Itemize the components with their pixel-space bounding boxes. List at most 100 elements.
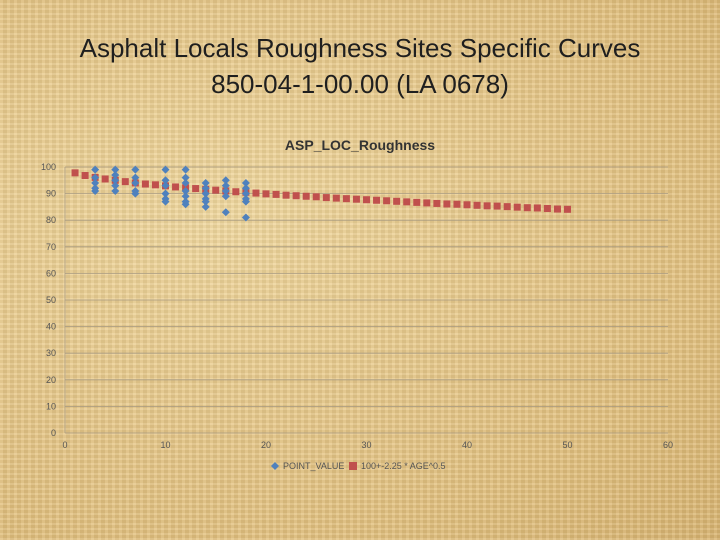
x-tick-label: 0 [62,440,67,450]
curve-point [282,191,290,199]
curve-point [564,205,571,213]
data-point [241,178,250,187]
y-tick-label: 20 [46,375,56,385]
data-point [181,192,190,201]
curve-point [322,194,330,202]
curve-point [463,201,471,209]
legend-marker-point-value [271,462,279,470]
curve-point [262,190,270,198]
curve-point [403,198,411,206]
curve-point [373,196,381,204]
x-tick-label: 30 [361,440,371,450]
data-point [201,184,210,193]
data-point [181,165,190,174]
curve-point [151,181,159,189]
y-tick-label: 0 [51,428,56,438]
data-point [221,176,230,185]
data-point [221,208,230,217]
data-point [161,189,170,198]
data-point [221,192,230,201]
curve-point [212,186,220,194]
data-point [131,178,140,187]
curve-point [543,204,551,212]
x-tick-label: 40 [462,440,472,450]
data-point [91,178,100,187]
curve-point [332,194,340,202]
chart-title: ASP_LOC_Roughness [285,137,435,153]
curve-point [513,203,521,211]
y-tick-label: 60 [46,268,56,278]
curve-point [232,188,240,196]
data-point [161,176,170,185]
curve-point [272,190,280,198]
chart-gridlines [64,166,668,434]
data-point [161,181,170,190]
curve-point [383,197,391,205]
y-tick-label: 80 [46,215,56,225]
legend-marker-curve [349,462,357,470]
curve-point [101,175,109,183]
data-point [111,176,120,185]
data-point [221,186,230,195]
curve-point [352,195,360,203]
data-point [221,181,230,190]
curve-point [312,193,320,201]
data-point [241,184,250,193]
point-value-series [91,165,250,222]
data-point [241,197,250,206]
curve-point [533,204,541,212]
data-point [201,178,210,187]
data-point [201,189,210,198]
data-point [111,165,120,174]
data-point [181,178,190,187]
curve-point [363,196,370,204]
curve-point [433,199,441,207]
curve-point [483,202,491,210]
data-point [131,165,140,174]
curve-point [302,192,310,200]
chart-legend: POINT_VALUE 100+-2.25 * AGE^0.5 [271,461,446,471]
curve-point [342,195,350,203]
curve-point [252,189,260,197]
data-point [161,197,170,206]
curve-point [292,192,300,200]
legend-label-curve: 100+-2.25 * AGE^0.5 [361,461,446,471]
curve-point [71,169,79,177]
curve-point [141,180,149,188]
y-tick-label: 100 [41,162,56,172]
y-tick-label: 90 [46,189,56,199]
x-tick-label: 20 [261,440,271,450]
x-tick-label: 60 [663,440,673,450]
y-tick-label: 50 [46,295,56,305]
data-point [131,189,140,198]
curve-point [493,202,501,210]
slide-title-line-2: 850-04-1-00.00 (LA 0678) [211,69,509,99]
data-point [181,200,190,209]
data-point [91,165,100,174]
data-point [91,173,100,182]
data-point [181,173,190,182]
data-point [201,197,210,206]
data-point [241,213,250,222]
curve-point [393,197,401,205]
curve-point [81,172,89,180]
curve-point [453,200,461,208]
legend-label-point-value: POINT_VALUE [283,461,344,471]
data-point [111,181,120,190]
curve-point [172,183,180,191]
curve-point [523,204,531,212]
y-tick-label: 30 [46,348,56,358]
y-tick-label: 10 [46,401,56,411]
x-tick-label: 50 [562,440,572,450]
data-point [161,165,170,174]
data-point [111,186,120,195]
curve-point [553,205,561,213]
y-axis-tick-labels: 0 10 20 30 40 50 60 70 80 90 100 [41,162,56,438]
curve-point [443,200,451,208]
x-tick-label: 10 [160,440,170,450]
curve-point [413,198,421,206]
curve-point [503,203,511,211]
y-tick-label: 70 [46,242,56,252]
curve-point [423,199,431,207]
